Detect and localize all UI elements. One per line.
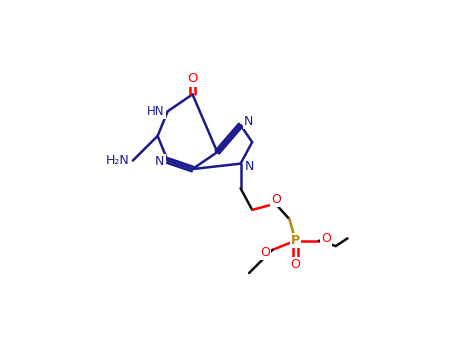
Text: N: N: [155, 155, 165, 168]
Text: P: P: [291, 234, 300, 247]
Text: N: N: [245, 160, 255, 173]
Text: O: O: [321, 232, 331, 245]
Text: O: O: [271, 193, 281, 205]
Text: O: O: [260, 246, 270, 259]
Text: O: O: [291, 258, 300, 271]
Text: HN: HN: [147, 105, 165, 118]
Text: O: O: [187, 72, 198, 85]
Text: N: N: [243, 115, 253, 128]
Text: H₂N: H₂N: [106, 154, 130, 167]
